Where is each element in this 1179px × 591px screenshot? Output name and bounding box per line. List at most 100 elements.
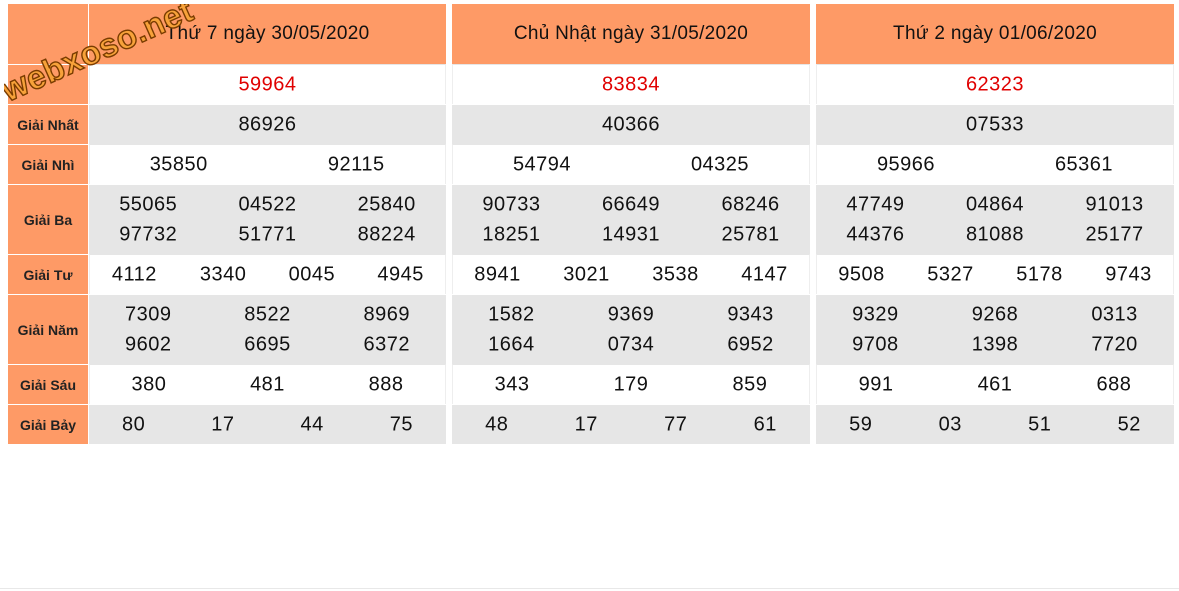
seventh-prize-number: 75 [389,413,413,436]
special-prize-row: 59964 [89,64,446,104]
fifth-prize-row: 7309 8522 8969 9602 6695 6372 [89,294,446,364]
fourth-prize-number: 5327 [927,263,974,286]
sixth-prize-number: 888 [368,373,404,396]
third-prize-number: 25781 [721,223,780,246]
fourth-prize-number: 3021 [563,263,610,286]
fourth-prize-row: 4112 3340 0045 4945 [89,254,446,294]
first-prize-number: 07533 [965,113,1025,136]
third-prize-number: 47749 [846,193,905,216]
seventh-prize-number: 77 [664,413,688,436]
fifth-prize-number: 9329 [852,303,899,326]
seventh-prize-number: 48 [485,413,509,436]
seventh-prize-number: 52 [1117,413,1141,436]
fourth-prize-number: 3538 [652,263,699,286]
seventh-prize-number: 03 [938,413,962,436]
third-prize-row: 47749 04864 91013 44376 81088 25177 [816,184,1174,254]
special-prize-number: 62323 [965,73,1025,96]
seventh-prize-row: 59 03 51 52 [816,404,1174,444]
third-prize-number: 25177 [1085,223,1144,246]
sixth-prize-number: 481 [250,373,285,396]
fifth-prize-number: 7720 [1091,333,1138,356]
sixth-prize-number: 380 [131,373,167,396]
third-prize-number: 44376 [846,223,905,246]
first-prize-number: 86926 [238,113,297,136]
fifth-prize-number: 8969 [363,303,410,326]
result-panel-mon: Thứ 2 ngày 01/06/2020 62323 07533 95966 6536… [816,4,1174,444]
third-prize-number: 14931 [601,223,661,246]
seventh-prize-number: 51 [1028,413,1052,436]
fifth-prize-number: 8522 [244,303,291,326]
fifth-prize-number: 7309 [125,303,172,326]
seventh-prize-number: 80 [122,413,146,436]
fifth-prize-number: 9268 [971,303,1019,326]
fifth-prize-row: 1582 9369 9343 1664 0734 6952 [452,294,810,364]
bottom-divider [0,588,1179,589]
third-prize-number: 66649 [601,193,661,216]
fifth-prize-number: 1398 [971,333,1019,356]
seventh-prize-number: 17 [574,413,598,436]
result-panel-sun: Chủ Nhật ngày 31/05/2020 83834 40366 54794 0… [452,4,810,444]
date-header: Thứ 2 ngày 01/06/2020 [816,4,1174,64]
fifth-prize-number: 6372 [363,333,410,356]
second-prize-number: 04325 [690,153,750,176]
third-prize-number: 90733 [482,193,541,216]
seventh-prize-number: 59 [849,413,873,436]
sixth-prize-row: 380 481 888 [89,364,446,404]
sixth-prize-number: 343 [494,373,530,396]
third-prize-row: 55065 04522 25840 97732 51771 88224 [89,184,446,254]
fifth-prize-number: 9369 [607,303,655,326]
third-prize-number: 81088 [965,223,1025,246]
fourth-prize-number: 3340 [199,263,247,286]
sixth-prize-row: 991 461 688 [816,364,1174,404]
seventh-prize-number: 17 [211,413,235,436]
sixth-prize-number: 688 [1096,373,1132,396]
sixth-prize-row: 343 179 859 [452,364,810,404]
third-prize-number: 88224 [357,223,416,246]
first-prize-number: 40366 [601,113,661,136]
fourth-prize-number: 4945 [377,263,424,286]
sixth-prize-number: 859 [732,373,768,396]
label-second-prize: Giải Nhì [8,144,88,184]
seventh-prize-row: 80 17 44 75 [89,404,446,444]
third-prize-number: 91013 [1085,193,1144,216]
special-prize-label-cell [8,64,88,104]
special-prize-number: 59964 [238,73,297,96]
label-fifth-prize: Giải Năm [8,294,88,364]
special-prize-number: 83834 [601,73,661,96]
fifth-prize-number: 0734 [607,333,655,356]
second-prize-row: 35850 92115 [89,144,446,184]
third-prize-number: 97732 [119,223,178,246]
fifth-prize-number: 9343 [727,303,774,326]
fifth-prize-number: 0313 [1091,303,1138,326]
third-prize-number: 04864 [965,193,1025,216]
fourth-prize-number: 4112 [111,263,157,286]
third-prize-number: 25840 [357,193,416,216]
sixth-prize-number: 179 [613,373,649,396]
special-prize-row: 83834 [452,64,810,104]
sixth-prize-number: 461 [977,373,1013,396]
fourth-prize-number: 0045 [288,263,336,286]
special-prize-row: 62323 [816,64,1174,104]
fourth-prize-number: 4147 [741,263,788,286]
fifth-prize-row: 9329 9268 0313 9708 1398 7720 [816,294,1174,364]
third-prize-number: 68246 [721,193,780,216]
second-prize-number: 92115 [327,153,385,176]
second-prize-number: 95966 [876,153,936,176]
date-header: Chủ Nhật ngày 31/05/2020 [452,4,810,64]
first-prize-row: 40366 [452,104,810,144]
fifth-prize-number: 1664 [488,333,535,356]
prize-label-column: Giải Nhất Giải Nhì Giải Ba Giải Tư Giải … [8,4,88,444]
fourth-prize-number: 9743 [1105,263,1152,286]
third-prize-number: 18251 [482,223,541,246]
label-third-prize: Giải Ba [8,184,88,254]
fifth-prize-number: 9602 [125,333,172,356]
seventh-prize-number: 44 [300,413,324,436]
third-prize-row: 90733 66649 68246 18251 14931 25781 [452,184,810,254]
fourth-prize-number: 9508 [838,263,885,286]
date-header: Thứ 7 ngày 30/05/2020 [89,4,446,64]
sixth-prize-number: 991 [858,373,894,396]
result-panel-sat: Thứ 7 ngày 30/05/2020 59964 86926 35850 9211… [89,4,446,444]
fourth-prize-number: 5178 [1016,263,1063,286]
second-prize-number: 35850 [149,153,208,176]
fourth-prize-row: 8941 3021 3538 4147 [452,254,810,294]
